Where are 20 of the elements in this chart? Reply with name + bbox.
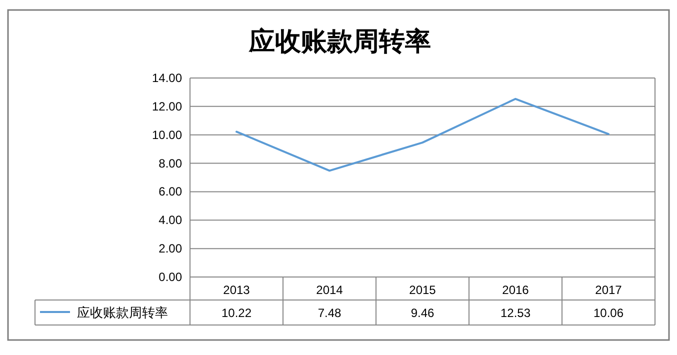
y-tick-label: 0.00 [158,270,182,284]
data-label: 10.06 [593,306,624,320]
x-tick-label: 2014 [316,283,344,297]
x-tick-label: 2016 [502,283,530,297]
chart-title: 应收账款周转率 [248,26,431,56]
y-tick-label: 10.00 [152,128,182,142]
legend-label: 应收账款周转率 [77,305,168,320]
x-tick-label: 2013 [223,283,250,297]
x-tick-label: 2017 [595,283,622,297]
data-label: 10.22 [221,306,252,320]
x-tick-label: 2015 [409,283,436,297]
y-tick-label: 12.00 [152,99,182,114]
y-tick-label: 4.00 [158,213,182,228]
y-tick-label: 2.00 [158,242,182,256]
y-tick-label: 6.00 [158,184,182,199]
y-tick-label: 8.00 [158,156,182,170]
y-tick-label: 14.00 [152,71,182,85]
data-label: 12.53 [500,306,531,320]
data-label: 9.46 [410,306,434,320]
data-label: 7.48 [318,306,342,320]
